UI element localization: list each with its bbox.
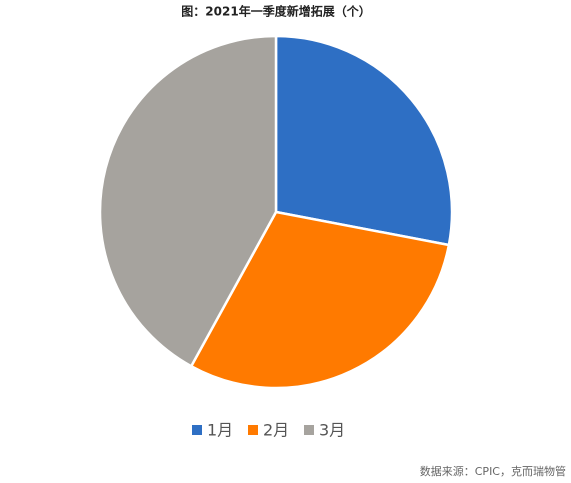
legend-label: 3月 — [319, 421, 345, 440]
source-note: 数据来源：CPIC，克而瑞物管 — [420, 464, 566, 478]
chart-title: 图：2021年一季度新增拓展（个） — [181, 4, 370, 19]
legend-swatch — [304, 425, 314, 435]
pie-slice — [274, 34, 454, 247]
pie-slice — [98, 34, 278, 368]
pie-slice — [189, 210, 451, 390]
legend-swatch — [192, 425, 202, 435]
legend-label: 2月 — [263, 421, 289, 440]
legend-label: 1月 — [207, 421, 233, 440]
legend-swatch — [248, 425, 258, 435]
